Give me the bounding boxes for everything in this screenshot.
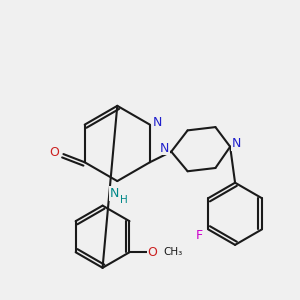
Text: H: H	[120, 195, 128, 205]
Text: CH₃: CH₃	[163, 247, 182, 257]
Text: O: O	[49, 146, 59, 159]
Text: F: F	[195, 229, 203, 242]
Text: N: N	[110, 187, 119, 200]
Text: N: N	[232, 137, 242, 150]
Text: N: N	[152, 116, 162, 128]
Text: O: O	[147, 246, 157, 259]
Text: N: N	[160, 142, 169, 155]
